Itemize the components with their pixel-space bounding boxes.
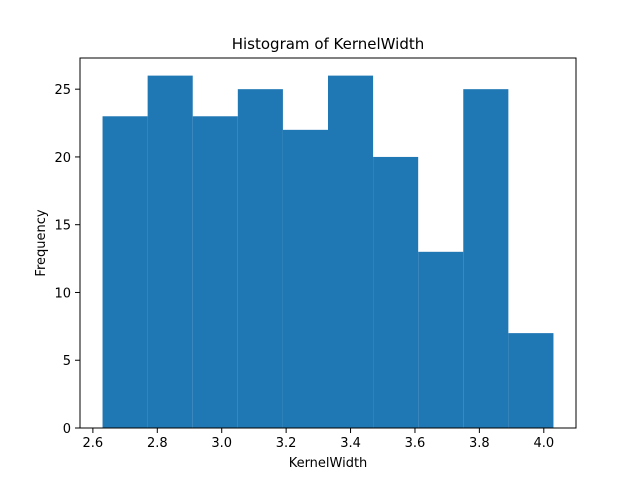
x-tick-label: 2.6 [83, 436, 104, 451]
histogram-bar-10 [508, 333, 554, 428]
x-tick-label: 3.8 [469, 436, 490, 451]
x-tick-label: 3.6 [405, 436, 426, 451]
y-tick-label: 5 [63, 354, 71, 369]
chart-title: Histogram of KernelWidth [232, 35, 425, 53]
histogram-bar-5 [282, 129, 328, 429]
x-axis-ticks: 2.6 2.8 3.0 3.2 3.4 3.6 3.8 4.0 [83, 428, 554, 451]
histogram-bar-3 [192, 116, 238, 429]
x-tick-label: 3.0 [211, 436, 232, 451]
histogram-bar-7 [373, 156, 419, 428]
y-axis-ticks: 0 5 10 15 20 25 [54, 83, 80, 437]
x-tick-label: 2.8 [147, 436, 168, 451]
y-tick-label: 25 [54, 83, 71, 98]
y-tick-label: 20 [54, 151, 71, 166]
histogram-bar-6 [328, 75, 374, 428]
bars-group [102, 75, 554, 429]
x-tick-label: 3.4 [340, 436, 361, 451]
x-tick-label: 4.0 [533, 436, 554, 451]
plot-frame [79, 57, 577, 429]
histogram-bar-9 [463, 89, 509, 429]
histogram-bar-1 [102, 116, 148, 429]
y-tick-label: 10 [54, 286, 71, 301]
x-tick-label: 3.2 [276, 436, 297, 451]
histogram-bar-2 [147, 75, 193, 428]
y-tick-label: 0 [63, 422, 71, 437]
x-axis-label: KernelWidth [289, 456, 368, 471]
histogram-bar-8 [418, 251, 464, 428]
y-axis-label: Frequency [34, 209, 49, 276]
histogram-bar-4 [237, 89, 283, 429]
y-tick-label: 15 [54, 219, 71, 234]
